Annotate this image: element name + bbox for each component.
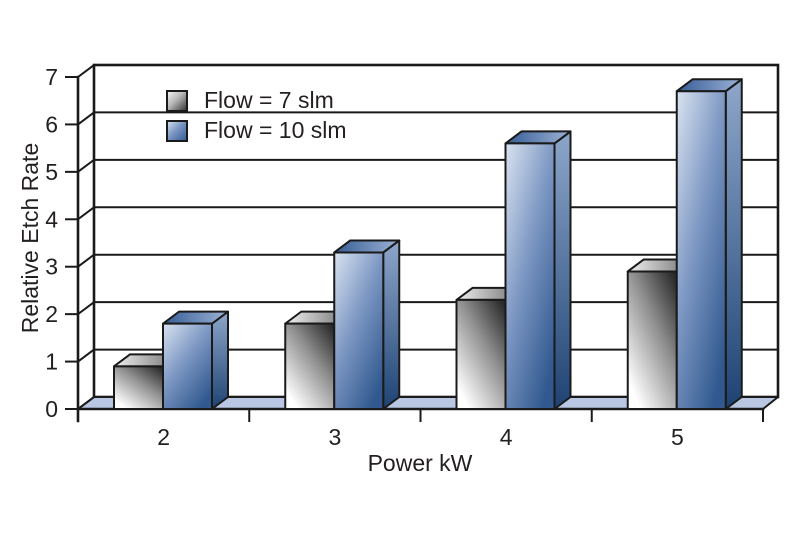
bar-flow-10-slm-power-4 (504, 130, 572, 410)
bar-front-face (284, 322, 336, 411)
y-tick-label: 0 (45, 396, 58, 422)
bar-front-face (113, 365, 164, 410)
y-tick-label: 1 (45, 349, 58, 375)
y-axis-depth-connector (76, 158, 96, 174)
bar-side-face (211, 310, 229, 410)
bar-front-face (675, 90, 727, 411)
bar-flow-10-slm-power-5 (675, 78, 743, 411)
x-axis-title: Power kW (367, 450, 473, 476)
x-tick-label: 3 (328, 424, 341, 450)
x-tick-label: 2 (157, 424, 170, 450)
y-axis-depth-connector (76, 348, 96, 363)
legend-swatch-gray-icon (166, 89, 188, 112)
legend-item-flow10: Flow = 10 slm (166, 119, 347, 142)
y-tick-label: 4 (45, 206, 58, 232)
bar-flow-10-slm-power-2 (162, 310, 229, 411)
legend: Flow = 7 slm Flow = 10 slm (166, 89, 347, 142)
legend-label-flow7: Flow = 7 slm (204, 87, 334, 113)
y-axis-depth-connector (76, 63, 96, 79)
legend-item-flow7: Flow = 7 slm (166, 89, 347, 112)
bar-front-face (504, 142, 556, 410)
y-tick-label: 5 (45, 159, 58, 185)
y-axis-depth-connector (76, 253, 96, 269)
y-tick-label: 7 (45, 64, 58, 90)
bar-front-face (162, 322, 213, 411)
y-axis-depth-connector (76, 205, 96, 221)
bar-side-face (553, 130, 572, 410)
y-tick-label: 2 (45, 301, 58, 327)
bar-side-face (382, 239, 401, 410)
bar-front-face (455, 298, 507, 411)
y-tick-label: 6 (45, 111, 58, 137)
y-axis-depth-connector (76, 395, 96, 411)
bar-flow-10-slm-power-3 (333, 239, 401, 410)
legend-label-flow10: Flow = 10 slm (204, 117, 347, 143)
y-axis-depth-connector (76, 300, 96, 316)
bar-front-face (626, 270, 678, 410)
x-tick-label: 5 (671, 424, 684, 450)
y-axis-depth-connector (76, 111, 96, 126)
y-axis-title: Relative Etch Rate (17, 142, 43, 334)
y-tick-label: 3 (45, 254, 58, 280)
bar-side-face (724, 78, 743, 410)
bar-front-face (333, 251, 385, 410)
x-tick-label: 4 (500, 424, 513, 450)
legend-swatch-blue-icon (166, 119, 188, 142)
